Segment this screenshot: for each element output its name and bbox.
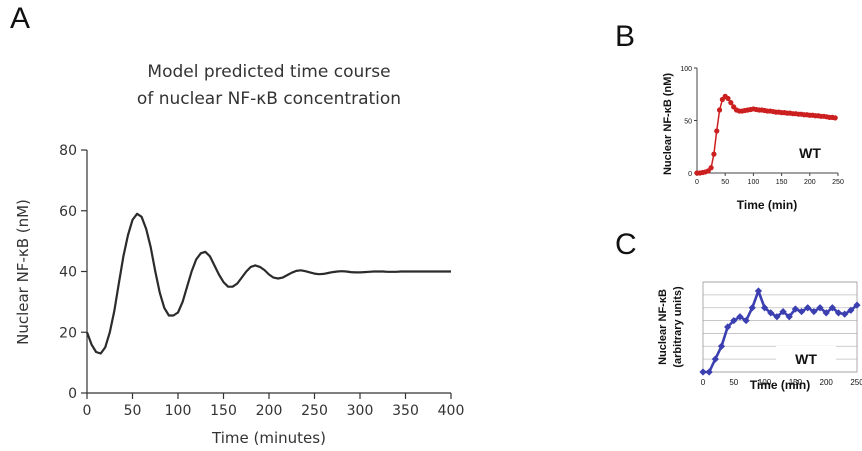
b-x-tick-label: 150 [776,179,788,186]
c-data-point [828,304,836,312]
a-x-tick-label: 350 [392,403,419,419]
a-series-line [85,212,451,355]
b-data-point [832,115,838,121]
a-y-tick-label: 60 [59,204,77,220]
c-data-point [791,305,799,313]
c-data-point [797,307,806,316]
c-data-point [779,307,787,316]
c-data-point [730,316,738,325]
c-data-point [705,368,713,376]
a-x-tick-label: 250 [301,403,328,419]
c-x-tick-label: 50 [729,378,738,387]
a-y-tick-label: 40 [59,265,77,281]
panel-label-a: A [10,2,31,35]
a-x-tick-label: 400 [438,403,465,419]
b-data-point [728,100,734,106]
a-x-tick-label: 300 [347,403,374,419]
a-x-tick-label: 50 [124,403,142,419]
panel-label-b: B [615,20,636,53]
b-x-tick-label: 200 [804,179,816,186]
c-x-axis-label: Time (min) [750,378,810,392]
c-plot-frame [702,281,858,373]
c-x-tick-label: 150 [789,378,803,387]
c-y-axis-label: Nuclear NF-κB [657,289,669,365]
b-data-point [708,165,714,171]
c-data-point [754,287,763,295]
b-series-line [697,95,836,174]
b-data-point [725,95,731,102]
b-data-point [714,128,720,134]
a-y-tick-label: 0 [68,386,77,402]
b-y-tick-label: 50 [684,119,692,126]
c-data-point [841,310,849,318]
a-y-tick-label: 80 [59,143,77,159]
c-data-point [847,306,855,314]
c-data-point [699,368,707,376]
c-data-point [724,323,732,331]
c-data-point [804,304,812,312]
a-x-tick-label: 150 [210,403,237,419]
b-y-tick-label: 100 [680,66,692,73]
c-data-point [736,313,744,321]
c-data-point [816,304,824,312]
c-data-point [822,309,830,317]
a-x-tick-label: 200 [256,403,283,419]
c-x-tick-label: 250 [850,378,862,387]
c-data-point [742,316,750,325]
b-data-point [711,151,717,157]
c-data-point [785,313,793,321]
b-y-axis-label: Nuclear NF-κB (nM) [662,73,674,175]
c-data-point [810,307,818,316]
a-chart-subtitle: of nuclear NF-κB concentration [137,89,401,109]
b-x-tick-label: 50 [721,179,729,186]
b-annotation-wt: WT [799,145,821,161]
c-data-point [767,309,775,317]
c-x-tick-label: 0 [701,378,706,387]
a-x-tick-label: 100 [165,403,192,419]
c-data-point [748,304,756,312]
b-y-tick-label: 0 [688,171,692,178]
a-y-axis-label: Nuclear NF-κB (nM) [14,199,32,345]
c-data-point [773,313,781,321]
b-data-point [716,107,723,113]
a-chart-title: Model predicted time course [147,62,390,82]
c-data-point [717,342,726,350]
b-x-tick-label: 250 [832,179,844,186]
panel-label-c: C [615,228,637,261]
a-y-tick-label: 20 [59,325,77,341]
b-x-axis-label: Time (min) [737,198,797,212]
c-data-point [761,304,769,312]
c-x-tick-label: 100 [758,378,772,387]
a-x-tick-label: 0 [83,403,92,419]
b-x-tick-label: 0 [695,179,699,186]
c-data-point [834,309,843,317]
c-data-point [853,301,861,309]
c-annotation-wt: WT [795,351,817,367]
a-x-axis-label: Time (minutes) [211,429,326,447]
b-x-tick-label: 100 [748,179,760,186]
c-x-tick-label: 200 [820,378,834,387]
c-data-point [711,355,719,363]
c-annotation-box [776,346,836,368]
c-y-axis-label-units: (arbitrary units) [672,286,684,368]
